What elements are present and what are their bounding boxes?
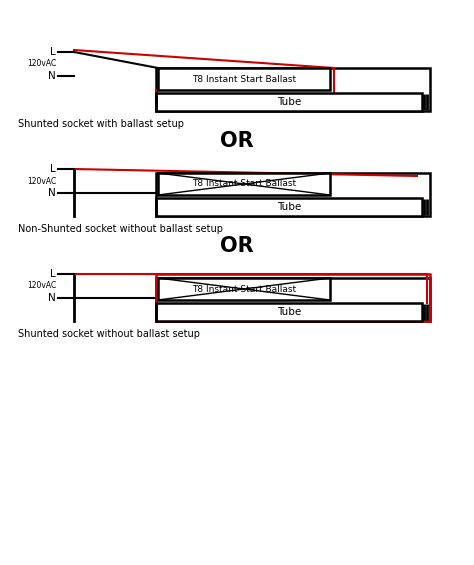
Bar: [156, 93, 422, 111]
Text: Shunted socket without ballast setup: Shunted socket without ballast setup: [18, 329, 200, 339]
Text: OR: OR: [220, 131, 254, 151]
Text: L: L: [50, 269, 56, 279]
Text: L: L: [50, 164, 56, 174]
Bar: [158, 68, 330, 90]
Text: 120vAC: 120vAC: [27, 59, 56, 68]
Text: T8 Instant Start Ballast: T8 Instant Start Ballast: [192, 75, 296, 84]
Bar: [156, 274, 430, 321]
Text: N: N: [48, 71, 56, 81]
Text: 120vAC: 120vAC: [27, 176, 56, 185]
Bar: [156, 198, 422, 216]
Text: L: L: [50, 47, 56, 57]
Text: Non-Shunted socket without ballast setup: Non-Shunted socket without ballast setup: [18, 224, 223, 234]
Text: Shunted socket with ballast setup: Shunted socket with ballast setup: [18, 119, 184, 129]
Text: Tube: Tube: [277, 307, 301, 317]
Text: T8 Instant Start Ballast: T8 Instant Start Ballast: [192, 180, 296, 189]
Bar: [158, 278, 330, 300]
Text: N: N: [48, 188, 56, 198]
Text: 120vAC: 120vAC: [27, 281, 56, 290]
Bar: [156, 68, 430, 111]
Text: N: N: [48, 293, 56, 303]
Text: Tube: Tube: [277, 97, 301, 107]
Bar: [156, 303, 422, 321]
Text: Tube: Tube: [277, 202, 301, 212]
Bar: [156, 173, 430, 216]
Bar: [156, 278, 430, 321]
Bar: [158, 173, 330, 195]
Text: T8 Instant Start Ballast: T8 Instant Start Ballast: [192, 285, 296, 293]
Text: OR: OR: [220, 236, 254, 256]
